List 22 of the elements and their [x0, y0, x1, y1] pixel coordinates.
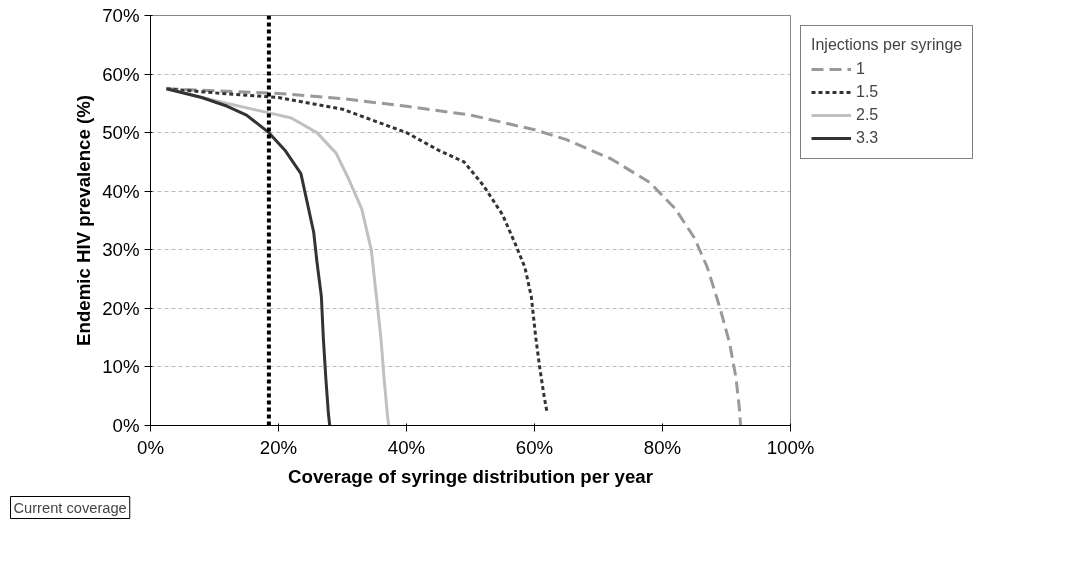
legend-label: 2.5 — [856, 106, 879, 124]
y-tick-label: 40% — [102, 180, 140, 202]
legend-label: 3.3 — [856, 129, 879, 147]
x-tick-label: 0% — [137, 436, 164, 458]
x-tick-label: 40% — [387, 436, 426, 458]
y-tick-label: 30% — [102, 239, 140, 261]
legend-title: Injections per syringe — [811, 36, 963, 54]
y-axis-title: Endemic HIV prevalence (%) — [73, 95, 95, 346]
x-tick-label: 80% — [643, 436, 682, 458]
y-tick-label: 50% — [102, 122, 140, 144]
legend-label: 1 — [856, 60, 866, 78]
x-tick-label: 20% — [259, 436, 298, 458]
y-tick-label: 20% — [102, 297, 140, 319]
text: Current coverage — [13, 499, 127, 516]
x-tick-label: 60% — [515, 436, 554, 458]
y-tick-label: 10% — [102, 356, 140, 378]
x-tick-label: 100% — [766, 436, 815, 458]
legend-label: 1.5 — [856, 83, 879, 101]
y-tick-label: 70% — [102, 5, 140, 26]
x-axis-title: Coverage of syringe distribution per year — [288, 465, 653, 487]
y-tick-label: 0% — [112, 415, 140, 436]
y-tick-label: 60% — [102, 63, 140, 85]
